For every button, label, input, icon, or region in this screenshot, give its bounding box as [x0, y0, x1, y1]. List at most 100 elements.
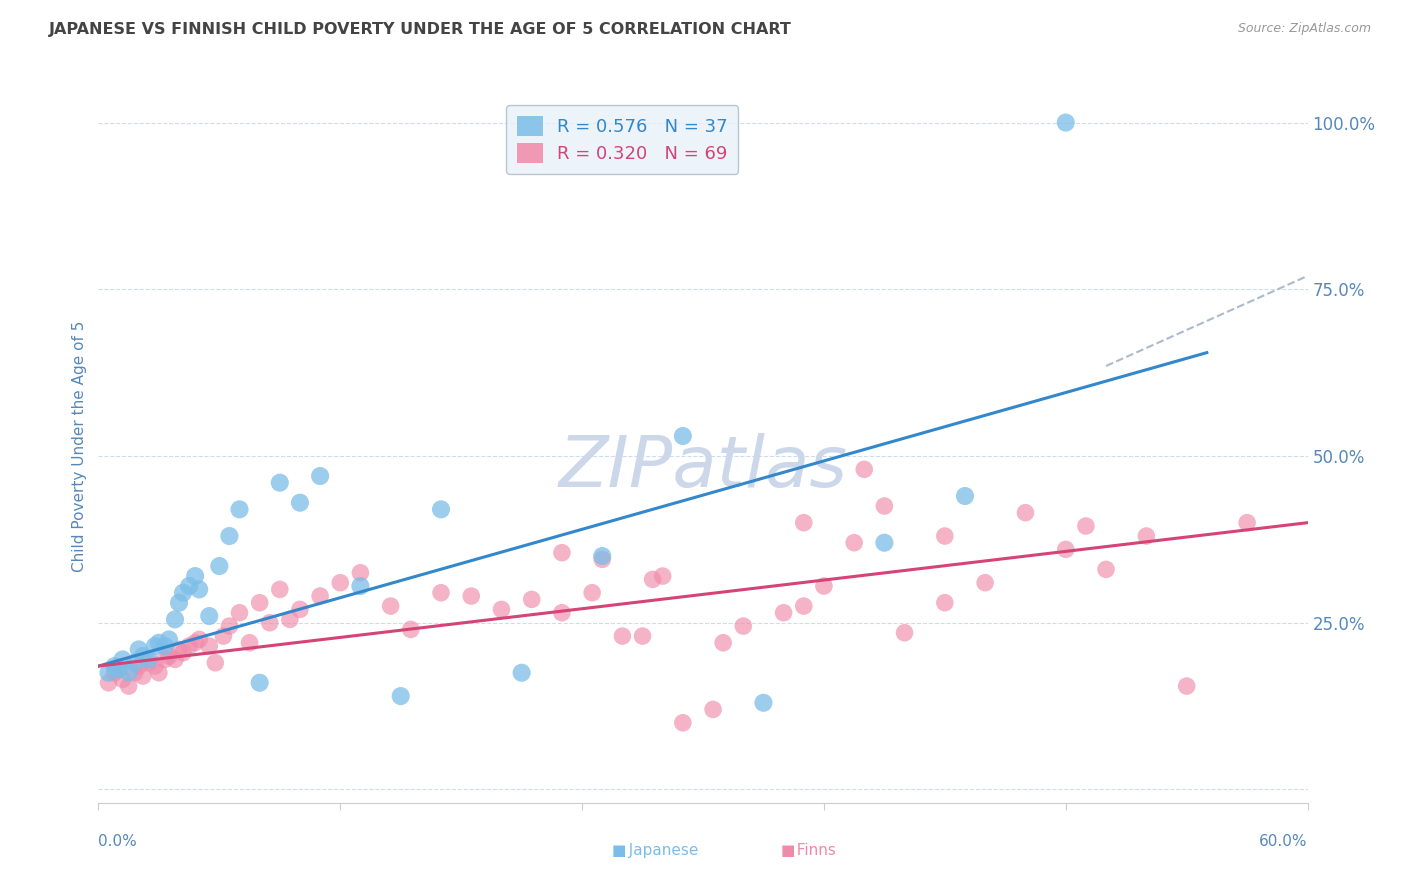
Point [179, 579, 201, 593]
Point [269, 582, 291, 597]
Point [934, 596, 956, 610]
Point [118, 679, 141, 693]
Point [651, 569, 673, 583]
Point [288, 496, 311, 510]
Point [460, 589, 482, 603]
Point [510, 665, 533, 680]
Point [520, 592, 543, 607]
Point [349, 579, 371, 593]
Point [157, 649, 180, 664]
Point [844, 535, 866, 549]
Point [218, 619, 240, 633]
Point [873, 535, 896, 549]
Point [172, 585, 194, 599]
Point [349, 566, 371, 580]
Point [591, 552, 613, 566]
Point [188, 632, 211, 647]
Point [204, 656, 226, 670]
Point [103, 659, 125, 673]
Text: 60.0%: 60.0% [1260, 834, 1308, 849]
Point [309, 469, 332, 483]
Point [249, 675, 271, 690]
Point [1074, 519, 1097, 533]
Point [179, 639, 201, 653]
Point [1135, 529, 1157, 543]
Point [143, 659, 166, 673]
Point [733, 619, 755, 633]
Point [1175, 679, 1198, 693]
Point [163, 612, 186, 626]
Point [1095, 562, 1118, 576]
Point [184, 636, 207, 650]
Point [288, 602, 311, 616]
Point [107, 662, 129, 676]
Point [641, 573, 664, 587]
Point [711, 636, 734, 650]
Point [591, 549, 613, 563]
Point [107, 662, 129, 676]
Point [143, 639, 166, 653]
Point [124, 656, 146, 670]
Point [329, 575, 352, 590]
Point [581, 585, 603, 599]
Text: Finns: Finns [787, 843, 837, 858]
Point [269, 475, 291, 490]
Point [491, 602, 513, 616]
Text: 0.0%: 0.0% [98, 834, 138, 849]
Text: ■: ■ [612, 843, 626, 858]
Point [1236, 516, 1258, 530]
Text: Source: ZipAtlas.com: Source: ZipAtlas.com [1237, 22, 1371, 36]
Point [128, 642, 150, 657]
Point [1014, 506, 1036, 520]
Legend: R = 0.576   N = 37, R = 0.320   N = 69: R = 0.576 N = 37, R = 0.320 N = 69 [506, 105, 738, 174]
Point [228, 606, 250, 620]
Point [259, 615, 281, 630]
Point [97, 665, 120, 680]
Point [551, 546, 574, 560]
Point [430, 585, 453, 599]
Point [124, 665, 146, 680]
Point [793, 599, 815, 613]
Point [873, 499, 896, 513]
Point [239, 636, 262, 650]
Point [672, 715, 695, 730]
Point [934, 529, 956, 543]
Point [389, 689, 412, 703]
Point [612, 629, 634, 643]
Point [118, 665, 141, 680]
Point [132, 649, 155, 664]
Point [893, 625, 915, 640]
Point [1054, 115, 1077, 129]
Point [702, 702, 724, 716]
Point [752, 696, 775, 710]
Point [309, 589, 332, 603]
Text: Japanese: Japanese [619, 843, 697, 858]
Point [138, 656, 160, 670]
Point [111, 673, 134, 687]
Point [208, 559, 231, 574]
Point [399, 623, 422, 637]
Point [813, 579, 835, 593]
Point [198, 639, 221, 653]
Point [249, 596, 271, 610]
Point [153, 652, 176, 666]
Y-axis label: Child Poverty Under the Age of 5: Child Poverty Under the Age of 5 [72, 320, 87, 572]
Point [1054, 542, 1077, 557]
Point [793, 516, 815, 530]
Point [167, 596, 190, 610]
Point [228, 502, 250, 516]
Point [153, 639, 176, 653]
Point [188, 582, 211, 597]
Point [218, 529, 240, 543]
Point [157, 632, 180, 647]
Point [111, 652, 134, 666]
Point [103, 665, 125, 680]
Point [148, 636, 170, 650]
Point [172, 646, 194, 660]
Point [163, 652, 186, 666]
Point [278, 612, 301, 626]
Point [853, 462, 876, 476]
Point [148, 665, 170, 680]
Point [97, 675, 120, 690]
Point [167, 642, 190, 657]
